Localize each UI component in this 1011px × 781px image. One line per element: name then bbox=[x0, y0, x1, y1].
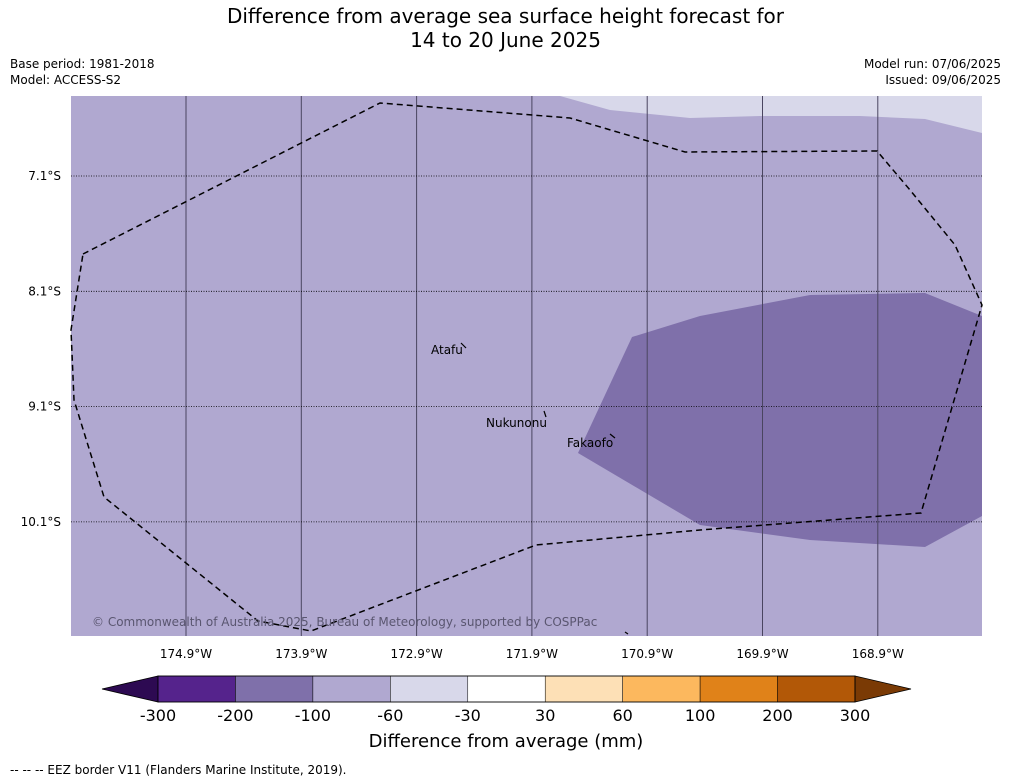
longitude-tick-label: 168.9°W bbox=[852, 647, 904, 661]
anomaly-band-minus100-minus200 bbox=[578, 293, 982, 547]
copyright-text: © Commonwealth of Australia 2025, Bureau… bbox=[92, 615, 597, 629]
colorbar-tick-label: -30 bbox=[455, 706, 481, 725]
colorbar-tick-label: 300 bbox=[840, 706, 871, 725]
colorbar-tick-labels: -300 -200 -100 -60 -30 30 60 100 200 300 bbox=[140, 706, 870, 725]
model-run-text: Model run: 07/06/2025 bbox=[863, 57, 1001, 71]
map-area: Atafu Nukunonu Fakaofo © Commonwealth of… bbox=[70, 96, 983, 636]
colorbar-segment bbox=[777, 675, 856, 703]
nukunonu-island bbox=[543, 410, 547, 418]
colorbar-segment bbox=[699, 675, 778, 703]
colorbar-tick-label: 100 bbox=[685, 706, 716, 725]
title-line-2: 14 to 20 June 2025 bbox=[410, 28, 601, 52]
longitude-tick-label: 169.9°W bbox=[736, 647, 788, 661]
colorbar-title: Difference from average (mm) bbox=[369, 731, 644, 752]
colorbar-segment bbox=[544, 675, 623, 703]
place-label-atafu: Atafu bbox=[431, 343, 463, 357]
place-label-nukunonu: Nukunonu bbox=[486, 416, 547, 430]
latitude-gridlines bbox=[71, 175, 982, 523]
colorbar-tick-label: 200 bbox=[762, 706, 793, 725]
islet-marker bbox=[624, 631, 629, 635]
longitude-tick-label: 173.9°W bbox=[275, 647, 327, 661]
model-text: Model: ACCESS-S2 bbox=[10, 73, 122, 87]
colorbar-segment bbox=[467, 675, 546, 703]
longitude-tick-label: 171.9°W bbox=[506, 647, 558, 661]
colorbar-segment bbox=[312, 675, 391, 703]
colorbar-segment bbox=[390, 675, 469, 703]
longitude-tick-label: 170.9°W bbox=[621, 647, 673, 661]
colorbar-outline bbox=[157, 675, 856, 703]
run-info: Model run: 07/06/2025 Issued: 09/06/2025 bbox=[864, 56, 1001, 88]
latitude-tick-label: 10.1°S bbox=[21, 515, 61, 529]
eez-border bbox=[70, 102, 983, 632]
colorbar-tick-label: 30 bbox=[535, 706, 555, 725]
colorbar-tick-label: 60 bbox=[612, 706, 632, 725]
latitude-tick-labels: 7.1°S 8.1°S 9.1°S 10.1°S bbox=[21, 169, 61, 529]
chart-title: Difference from average sea surface heig… bbox=[0, 4, 1011, 52]
eez-legend-note: -- -- -- EEZ border V11 (Flanders Marine… bbox=[10, 763, 347, 777]
colorbar-tick-label: -200 bbox=[217, 706, 253, 725]
longitude-gridlines bbox=[185, 96, 879, 636]
colorbar-segments bbox=[157, 675, 856, 703]
longitude-tick-label: 174.9°W bbox=[160, 647, 212, 661]
colorbar-extend-min bbox=[101, 675, 159, 703]
latitude-tick-label: 7.1°S bbox=[28, 169, 61, 183]
issued-text: Issued: 09/06/2025 bbox=[885, 73, 1001, 87]
colorbar-segment bbox=[235, 675, 314, 703]
anomaly-band-minus30-minus60 bbox=[560, 96, 982, 133]
colorbar-extend-max bbox=[854, 675, 912, 703]
colorbar-tick-label: -100 bbox=[295, 706, 331, 725]
model-info: Base period: 1981-2018 Model: ACCESS-S2 bbox=[10, 56, 155, 88]
colorbar-tick-label: -300 bbox=[140, 706, 176, 725]
base-period-text: Base period: 1981-2018 bbox=[10, 57, 155, 71]
colorbar: -300 -200 -100 -60 -30 30 60 100 200 300 Differen… bbox=[101, 675, 912, 752]
longitude-tick-labels: 174.9°W 173.9°W 172.9°W 171.9°W 170.9°W 169.9… bbox=[160, 647, 904, 661]
fakaofo-island bbox=[609, 433, 616, 439]
latitude-tick-label: 8.1°S bbox=[28, 284, 61, 298]
place-label-fakaofo: Fakaofo bbox=[567, 436, 613, 450]
colorbar-segment bbox=[157, 675, 236, 703]
colorbar-segment bbox=[622, 675, 701, 703]
atafu-island bbox=[460, 342, 467, 349]
title-line-1: Difference from average sea surface heig… bbox=[226, 4, 785, 28]
longitude-tick-label: 172.9°W bbox=[390, 647, 442, 661]
colorbar-tick-label: -60 bbox=[377, 706, 403, 725]
latitude-tick-label: 9.1°S bbox=[28, 400, 61, 414]
